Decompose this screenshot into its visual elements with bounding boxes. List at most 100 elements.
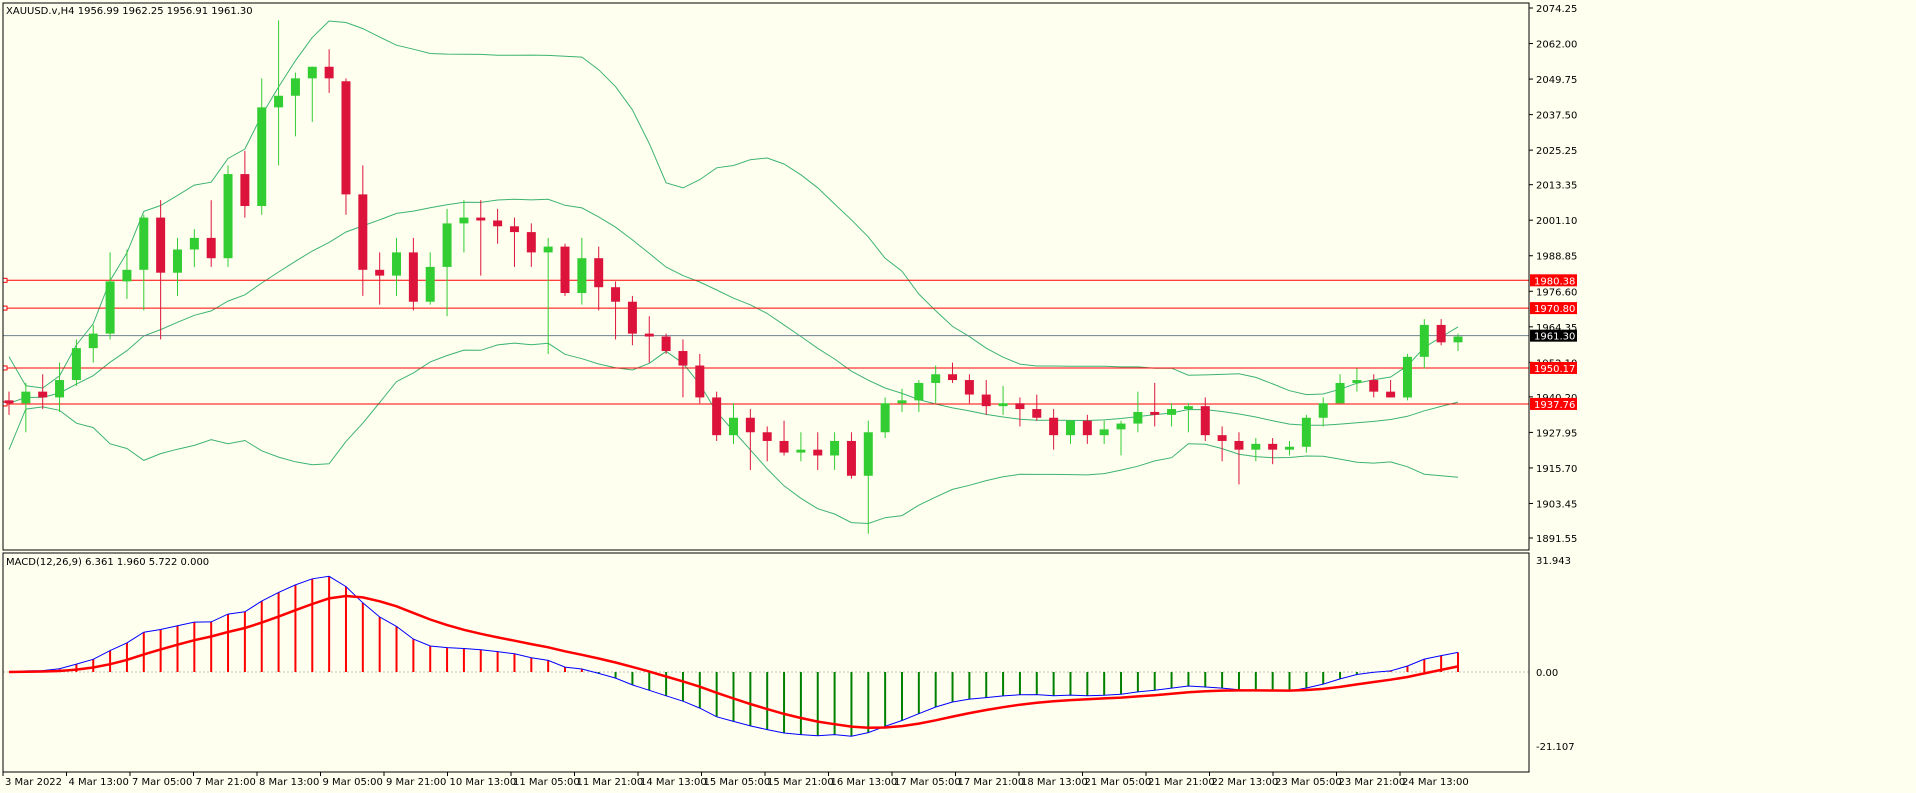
bearish-candle[interactable] [1015,403,1025,410]
macd-tick-label: 31.943 [1536,556,1571,567]
bearish-candle[interactable] [594,258,604,288]
bullish-candle[interactable] [1133,411,1143,424]
bearish-candle[interactable] [1049,417,1059,436]
bullish-candle[interactable] [425,266,435,302]
bullish-candle[interactable] [897,400,907,404]
bullish-candle[interactable] [139,217,149,270]
bearish-candle[interactable] [408,252,418,302]
bullish-candle[interactable] [55,380,65,398]
bullish-candle[interactable] [307,66,317,79]
bearish-candle[interactable] [1217,435,1227,441]
bearish-candle[interactable] [476,217,486,221]
bullish-candle[interactable] [1099,429,1109,436]
bearish-candle[interactable] [661,336,671,352]
price-tick-label: 2025.25 [1536,146,1577,157]
bullish-candle[interactable] [189,237,199,250]
bullish-candle[interactable] [796,449,806,453]
level-line-handle[interactable] [2,305,8,311]
bullish-candle[interactable] [122,269,132,282]
bearish-candle[interactable] [1200,406,1210,436]
bearish-candle[interactable] [1234,440,1244,450]
time-tick-label: 7 Mar 21:00 [196,777,256,788]
bullish-candle[interactable] [998,403,1008,407]
bearish-candle[interactable] [1032,409,1042,418]
current-price-tag [1530,329,1577,342]
bullish-candle[interactable] [105,281,115,334]
bullish-candle[interactable] [1167,409,1177,415]
time-tick-label: 3 Mar 2022 [5,777,62,788]
bearish-candle[interactable] [38,391,48,398]
bullish-candle[interactable] [459,217,469,224]
bullish-candle[interactable] [577,258,587,294]
bullish-candle[interactable] [290,78,300,96]
bearish-candle[interactable] [1082,420,1092,436]
bullish-candle[interactable] [1318,403,1328,418]
bullish-candle[interactable] [172,249,182,273]
bullish-candle[interactable] [1419,324,1429,357]
bearish-candle[interactable] [745,417,755,433]
bearish-candle[interactable] [560,246,570,294]
bullish-candle[interactable] [71,348,81,381]
bearish-candle[interactable] [964,380,974,395]
bearish-candle[interactable] [4,400,14,404]
bullish-candle[interactable] [1065,420,1075,436]
bearish-candle[interactable] [358,194,368,270]
bullish-candle[interactable] [543,246,553,253]
bullish-candle[interactable] [1301,417,1311,447]
price-pane[interactable] [2,20,1529,534]
bullish-candle[interactable] [1352,380,1362,383]
bearish-candle[interactable] [1386,391,1396,398]
bullish-candle[interactable] [274,95,284,108]
bullish-candle[interactable] [931,374,941,383]
bearish-candle[interactable] [948,374,958,381]
bullish-candle[interactable] [223,174,233,259]
bullish-candle[interactable] [1183,406,1193,410]
bullish-candle[interactable] [914,382,924,401]
bearish-candle[interactable] [1268,443,1278,450]
bullish-candle[interactable] [88,333,98,349]
bullish-candle[interactable] [392,252,402,276]
bullish-candle[interactable] [442,223,452,267]
bullish-candle[interactable] [880,403,890,433]
bullish-candle[interactable] [1116,423,1126,430]
bullish-candle[interactable] [1453,336,1463,343]
bearish-candle[interactable] [712,397,722,436]
level-price-tag [1530,361,1577,374]
bearish-candle[interactable] [1436,324,1446,343]
bearish-candle[interactable] [611,287,621,302]
bearish-candle[interactable] [341,81,351,195]
bearish-candle[interactable] [1369,380,1379,392]
bearish-candle[interactable] [981,394,991,407]
bearish-candle[interactable] [206,237,216,259]
bullish-candle[interactable] [1251,443,1261,450]
bullish-candle[interactable] [257,107,267,206]
bearish-candle[interactable] [324,66,334,79]
bearish-candle[interactable] [375,269,385,276]
level-line-handle[interactable] [2,277,8,283]
bearish-candle[interactable] [695,365,705,398]
price-tick-label: 1976.60 [1536,287,1577,298]
bearish-candle[interactable] [846,440,856,476]
bullish-candle[interactable] [729,417,738,436]
bullish-candle[interactable] [1335,382,1345,404]
bullish-candle[interactable] [863,432,873,476]
bearish-candle[interactable] [1150,411,1160,415]
bullish-candle[interactable] [1285,446,1295,450]
bullish-candle[interactable] [830,440,840,456]
bearish-candle[interactable] [509,226,519,233]
bearish-candle[interactable] [526,232,536,253]
macd-pane[interactable] [3,575,1529,737]
bearish-candle[interactable] [678,351,688,366]
bearish-candle[interactable] [644,333,654,337]
bearish-candle[interactable] [779,440,789,453]
bullish-candle[interactable] [21,391,31,404]
bullish-candle[interactable] [1402,356,1412,398]
bearish-candle[interactable] [156,217,166,273]
bearish-candle[interactable] [240,174,250,206]
level-line-handle[interactable] [2,365,8,371]
bearish-candle[interactable] [493,220,503,227]
bearish-candle[interactable] [813,449,823,456]
bearish-candle[interactable] [762,432,772,441]
bearish-candle[interactable] [627,301,637,334]
